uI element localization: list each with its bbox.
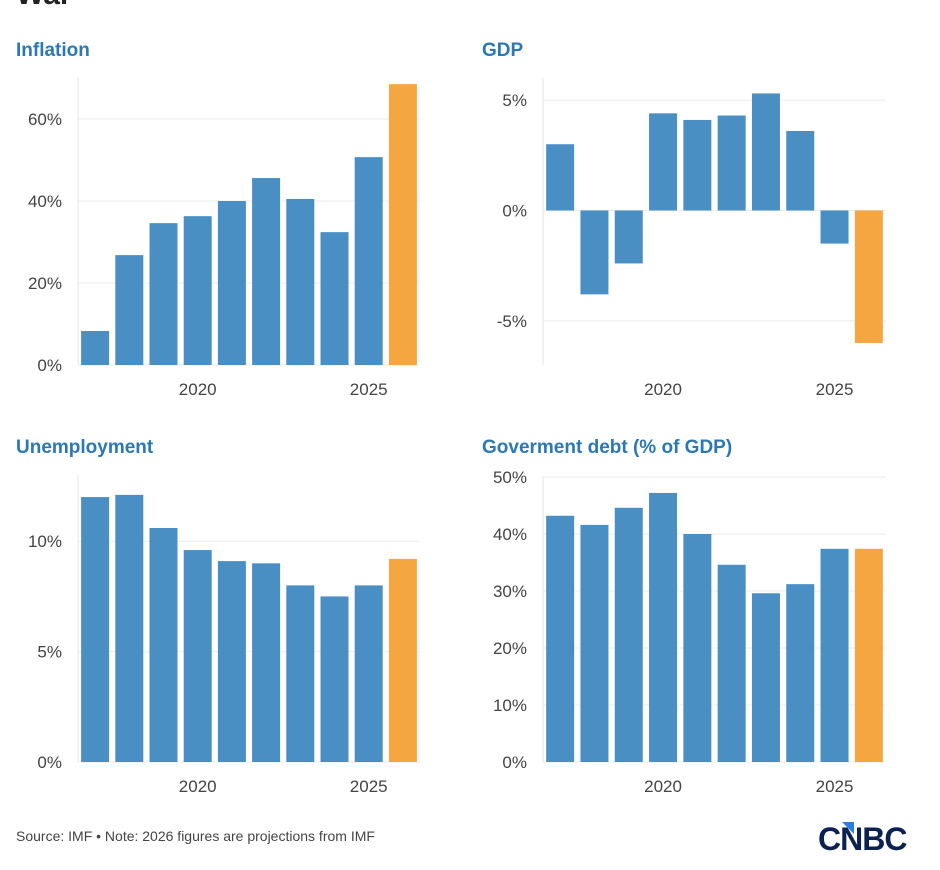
inflation-bar-2023 [286, 198, 315, 365]
gdp-bar-2026 [854, 210, 883, 343]
debt-bar-2026 [854, 548, 883, 762]
gdp-y-tick-label: 0% [502, 201, 527, 220]
unemployment-bar-2017 [81, 497, 110, 762]
debt-bar-2019 [614, 507, 643, 762]
unemployment-title: Unemployment [16, 437, 154, 458]
debt-y-tick-label: 20% [493, 639, 527, 658]
debt-y-tick-label: 10% [493, 696, 527, 715]
unemployment-x-tick-label: 2020 [179, 777, 217, 796]
debt-bar-2025 [820, 548, 849, 762]
unemployment-bar-2023 [286, 585, 315, 762]
gdp-x-tick-label: 2025 [816, 380, 854, 399]
unemployment-bar-2020 [183, 550, 212, 762]
debt-bar-2017 [546, 515, 575, 762]
svg-text:CNBC: CNBC [818, 821, 907, 857]
unemployment-bar-2024 [320, 596, 349, 762]
inflation-bar-2021 [217, 201, 246, 365]
inflation-y-tick-label: 60% [28, 110, 62, 129]
inflation-title: Inflation [16, 40, 90, 61]
debt-bar-2018 [580, 524, 609, 762]
inflation-bar-2024 [320, 232, 349, 365]
debt-y-tick-label: 0% [502, 753, 527, 772]
gdp-x-tick-label: 2020 [644, 380, 682, 399]
gdp-bar-2024 [786, 130, 815, 211]
unemployment-y-tick-label: 0% [37, 753, 62, 772]
inflation-bar-2018 [115, 255, 144, 365]
gdp-y-tick-label: 5% [502, 91, 527, 110]
gdp-y-tick-label: -5% [497, 312, 527, 331]
unemployment-bar-2025 [354, 585, 383, 762]
gdp-bar-2019 [614, 210, 643, 264]
gdp-bar-2020 [649, 113, 678, 211]
inflation-bar-2025 [354, 157, 383, 365]
debt-bar-2023 [751, 593, 780, 762]
unemployment-bar-2026 [388, 558, 417, 762]
inflation-x-tick-label: 2020 [179, 380, 217, 399]
source-note: Source: IMF • Note: 2026 figures are pro… [16, 828, 375, 844]
unemployment-x-tick-label: 2025 [350, 777, 388, 796]
debt-bar-2022 [717, 564, 746, 762]
gdp-bar-2018 [580, 210, 609, 295]
debt-title: Goverment debt (% of GDP) [482, 437, 733, 458]
inflation-bar-2019 [149, 223, 178, 365]
inflation-y-tick-label: 40% [28, 192, 62, 211]
inflation-bar-2017 [81, 330, 110, 365]
inflation-bar-2026 [388, 84, 417, 366]
unemployment-y-tick-label: 5% [37, 643, 62, 662]
unemployment-bar-2022 [252, 563, 281, 762]
inflation-y-tick-label: 20% [28, 274, 62, 293]
gdp-title: GDP [482, 40, 524, 61]
debt-x-tick-label: 2025 [816, 777, 854, 796]
debt-bar-2021 [683, 534, 712, 762]
debt-x-tick-label: 2020 [644, 777, 682, 796]
debt-bar-2024 [786, 584, 815, 762]
cnbc-logo: CNBC [818, 821, 908, 857]
inflation-x-tick-label: 2025 [350, 380, 388, 399]
inflation-bar-2022 [252, 178, 281, 365]
unemployment-bar-2019 [149, 527, 178, 762]
debt-bar-2020 [649, 492, 678, 762]
gdp-bar-2022 [717, 115, 746, 211]
inflation-bar-2020 [183, 216, 212, 365]
gdp-bar-2021 [683, 119, 712, 211]
headline: War [16, 0, 72, 12]
gdp-bar-2017 [546, 144, 575, 211]
inflation-y-tick-label: 0% [37, 356, 62, 375]
unemployment-bar-2018 [115, 494, 144, 762]
debt-y-tick-label: 30% [493, 582, 527, 601]
gdp-bar-2023 [751, 93, 780, 211]
unemployment-bar-2021 [217, 561, 246, 762]
debt-y-tick-label: 40% [493, 525, 527, 544]
debt-y-tick-label: 50% [493, 468, 527, 487]
gdp-bar-2025 [820, 210, 849, 244]
unemployment-y-tick-label: 10% [28, 532, 62, 551]
